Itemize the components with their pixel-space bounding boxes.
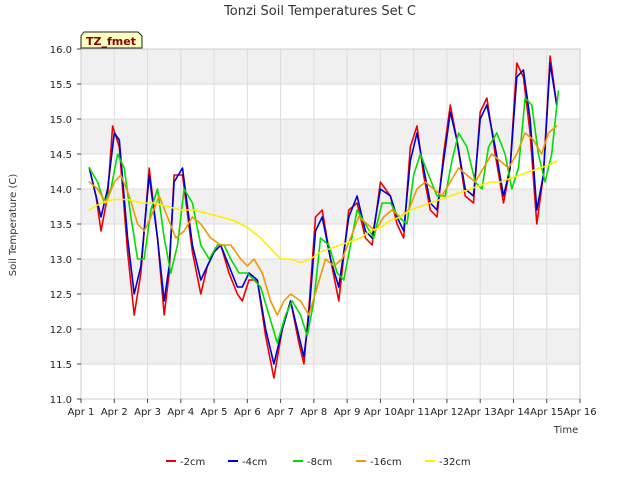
y-tick-label: 13.0 bbox=[50, 255, 72, 266]
legend: -2cm -4cm -8cm -16cm -32cm bbox=[166, 457, 471, 468]
x-tick-label: Apr 9 bbox=[334, 407, 361, 418]
y-axis-ticks: 11.0 11.5 12.0 12.5 13.0 13.5 14.0 14.5 15.0 15.5… bbox=[50, 45, 81, 406]
y-tick-label: 11.5 bbox=[50, 360, 72, 371]
legend-label: -8cm bbox=[307, 457, 332, 468]
y-tick-label: 11.0 bbox=[50, 395, 72, 406]
x-tick-label: Apr 1 bbox=[68, 407, 95, 418]
y-axis-title: Soil Temperature (C) bbox=[8, 174, 19, 277]
site-label-background bbox=[80, 31, 143, 49]
y-tick-label: 15.0 bbox=[50, 115, 72, 126]
x-tick-label: Apr 10 bbox=[364, 407, 397, 418]
x-tick-label: Apr 5 bbox=[201, 407, 228, 418]
plot-band bbox=[81, 119, 580, 154]
plot-band bbox=[81, 364, 580, 399]
series-line-2cm bbox=[88, 55, 558, 379]
y-tick-label: 14.5 bbox=[50, 150, 72, 161]
series-line-32cm bbox=[88, 160, 558, 264]
x-tick-label: Apr 7 bbox=[267, 407, 294, 418]
legend-label: -4cm bbox=[242, 457, 267, 468]
y-tick-label: 12.5 bbox=[50, 290, 72, 301]
x-tick-label: Apr 15 bbox=[530, 407, 563, 418]
y-tick-label: 13.5 bbox=[50, 220, 72, 231]
series-layer bbox=[88, 55, 560, 379]
plot-band bbox=[81, 294, 580, 329]
x-tick-label: Apr 2 bbox=[101, 407, 128, 418]
site-label: TZ_fmet bbox=[86, 35, 136, 48]
plot-band bbox=[81, 49, 580, 84]
x-axis-ticks: Apr 1 Apr 2 Apr 3 Apr 4 Apr 5 Apr 6 Apr 7 Apr 8… bbox=[68, 399, 597, 418]
x-tick-label: Apr 6 bbox=[234, 407, 261, 418]
chart-title: Tonzi Soil Temperatures Set C bbox=[223, 4, 416, 19]
y-tick-label: 16.0 bbox=[50, 45, 72, 56]
y-tick-label: 14.0 bbox=[50, 185, 72, 196]
y-tick-label: 15.5 bbox=[50, 80, 72, 91]
x-axis-title: Time bbox=[553, 425, 578, 436]
x-tick-label: Apr 4 bbox=[167, 407, 194, 418]
plot-band bbox=[81, 259, 580, 294]
x-tick-label: Apr 8 bbox=[300, 407, 327, 418]
legend-label: -16cm bbox=[370, 457, 402, 468]
plot-band bbox=[81, 154, 580, 189]
plot-band bbox=[81, 329, 580, 364]
plot-band bbox=[81, 84, 580, 119]
x-tick-label: Apr 16 bbox=[563, 407, 596, 418]
site-label-box: TZ_fmet bbox=[80, 31, 143, 49]
y-tick-label: 12.0 bbox=[50, 325, 72, 336]
series-line-4cm bbox=[88, 62, 558, 365]
legend-label: -32cm bbox=[439, 457, 471, 468]
x-tick-label: Apr 3 bbox=[134, 407, 161, 418]
legend-label: -2cm bbox=[180, 457, 205, 468]
series-line-8cm bbox=[88, 90, 560, 344]
x-tick-label: Apr 12 bbox=[430, 407, 463, 418]
series-line-16cm bbox=[88, 125, 558, 316]
x-tick-label: Apr 14 bbox=[497, 407, 530, 418]
x-tick-label: Apr 13 bbox=[464, 407, 497, 418]
x-tick-label: Apr 11 bbox=[397, 407, 430, 418]
